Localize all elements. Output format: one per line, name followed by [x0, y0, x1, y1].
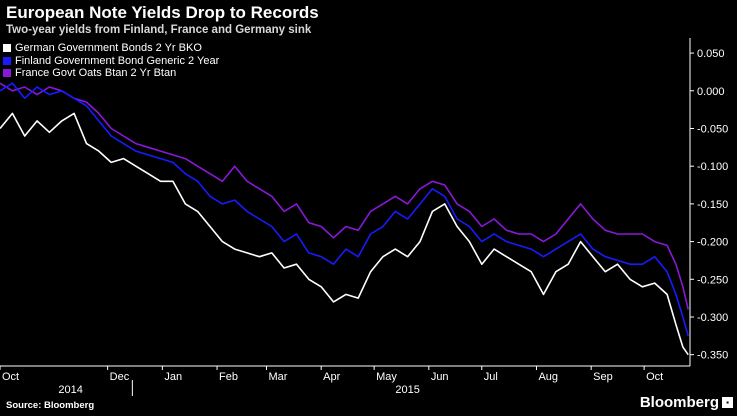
- y-tick-label: -0.100: [697, 161, 728, 173]
- x-tick-label: Jul: [484, 371, 498, 383]
- bloomberg-logo: Bloomberg ▪: [640, 394, 733, 411]
- legend-swatch-france: [3, 69, 11, 78]
- y-tick-label: 0.050: [697, 48, 725, 60]
- x-tick-label: Oct: [646, 371, 663, 383]
- y-tick-label: -0.250: [697, 274, 728, 286]
- x-tick-label: Feb: [219, 371, 238, 383]
- finland-yield-line: [0, 82, 689, 337]
- y-tick-label: -0.350: [697, 350, 728, 362]
- x-tick-label: May: [376, 371, 397, 383]
- y-tick-label: -0.050: [697, 123, 728, 135]
- chart-subtitle: Two-year yields from Finland, France and…: [6, 24, 312, 36]
- german-yield-line: [0, 112, 689, 356]
- y-tick-label: -0.200: [697, 237, 728, 249]
- x-tick-label: Aug: [538, 371, 558, 383]
- legend-item-france: France Govt Oats Btan 2 Yr Btan: [3, 67, 219, 80]
- x-tick-label: Mar: [268, 371, 287, 383]
- year-label: 2014: [58, 384, 82, 396]
- y-tick-label: -0.300: [697, 312, 728, 324]
- year-label: 2015: [395, 384, 419, 396]
- source-note: Source: Bloomberg: [6, 400, 95, 411]
- series-layer: [0, 82, 689, 356]
- y-tick-label: 0.000: [697, 86, 725, 98]
- chart-title: European Note Yields Drop to Records: [6, 3, 319, 22]
- logo-mark-icon: ▪: [722, 397, 733, 408]
- brand-name: Bloomberg: [639, 394, 719, 411]
- axis-layer: 0.050 0.000 -0.050 -0.100 -0.150 -0.200 -0.250…: [0, 38, 728, 396]
- legend-label-finland: Finland Government Bond Generic 2 Year: [15, 54, 220, 67]
- y-tick-label: -0.150: [697, 199, 728, 211]
- x-tick-label: Jan: [164, 371, 182, 383]
- legend-swatch-german: [3, 44, 11, 53]
- legend-swatch-finland: [3, 56, 11, 65]
- legend-item-finland: Finland Government Bond Generic 2 Year: [3, 55, 219, 68]
- x-tick-label: Oct: [2, 371, 19, 383]
- x-tick-label: Dec: [110, 371, 130, 383]
- legend-label-france: France Govt Oats Btan 2 Yr Btan: [15, 67, 177, 79]
- legend-label-german: German Government Bonds 2 Yr BKO: [15, 42, 202, 54]
- legend: German Government Bonds 2 Yr BKO Finland…: [0, 41, 224, 82]
- legend-item-german: German Government Bonds 2 Yr BKO: [3, 42, 219, 55]
- x-tick-label: Sep: [593, 371, 613, 383]
- x-tick-label: Apr: [323, 371, 340, 383]
- x-tick-label: Jun: [431, 371, 449, 383]
- france-yield-line: [0, 82, 689, 310]
